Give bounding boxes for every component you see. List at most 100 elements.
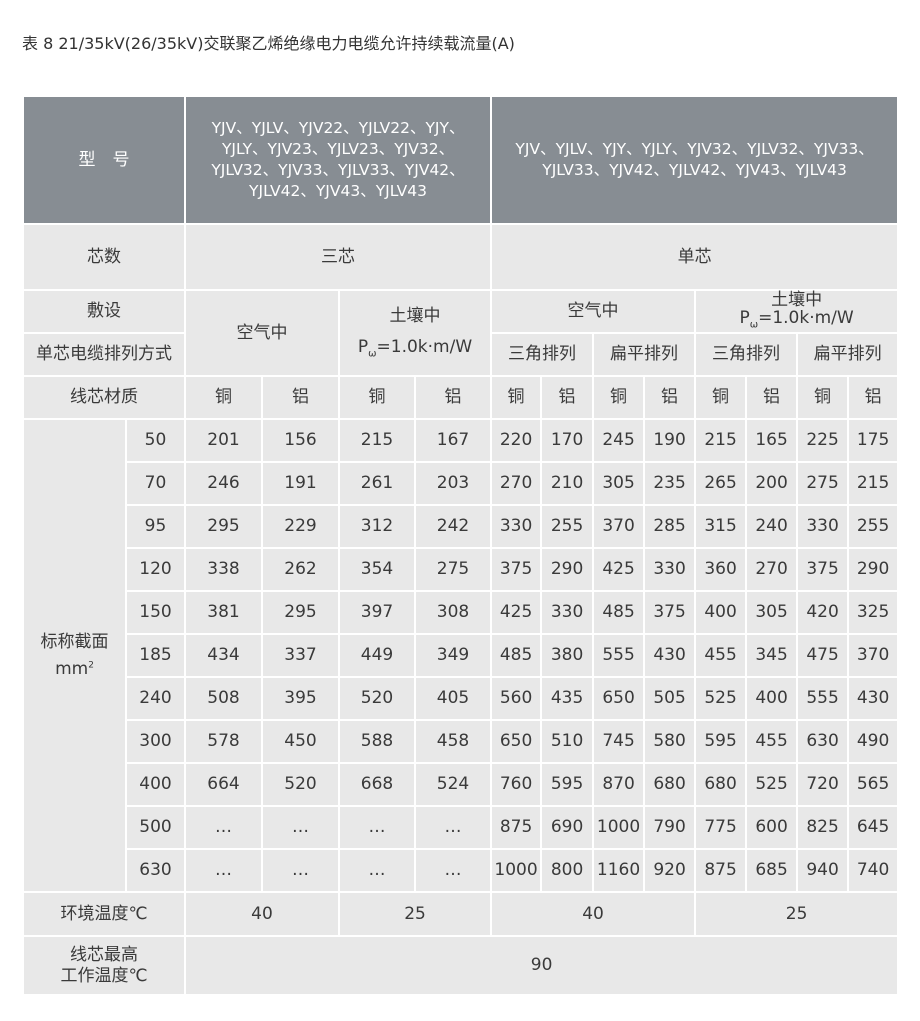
ampacity-value: 330 — [540, 590, 595, 635]
ampacity-value: 397 — [338, 590, 416, 635]
table-row: 120 338 262 354 275 375 290 425 330 360 270 375 290 — [23, 547, 900, 592]
soil-resistivity: Pω=1.0k·m/W — [696, 307, 897, 331]
ampacity-value: … — [338, 805, 416, 850]
table-row: 240 508 395 520 405 560 435 650 505 525 400 555 430 — [23, 676, 900, 721]
p-symbol: P — [357, 336, 369, 357]
ampacity-value: 262 — [261, 547, 340, 592]
ampacity-value: 485 — [592, 590, 646, 635]
arrangement-label: 单芯电缆排列方式 — [22, 332, 186, 377]
ampacity-value: 745 — [592, 719, 646, 764]
ampacity-value: 775 — [694, 805, 748, 850]
material-copper: 铜 — [490, 375, 543, 420]
ampacity-value: 870 — [592, 762, 646, 807]
ampacity-value: 680 — [694, 762, 748, 807]
ambient-temp-row: 环境温度℃ 40 25 40 25 — [22, 891, 900, 937]
ampacity-value: 375 — [490, 547, 543, 592]
three-core-air: 空气中 — [184, 289, 340, 377]
ampacity-value: 1160 — [592, 848, 646, 893]
ampacity-value: 455 — [694, 633, 748, 678]
ampacity-value: 458 — [413, 719, 493, 764]
table-row: 400 664 520 668 524 760 595 870 680 680 525 720 565 — [23, 762, 900, 807]
single-core-soil: 土壤中 Pω=1.0k·m/W — [694, 289, 900, 334]
max-temp-label-line1: 线芯最高 — [70, 945, 138, 966]
resistivity-value: =1.0k·m/W — [376, 336, 473, 357]
ampacity-value: 240 — [745, 504, 799, 549]
ampacity-value: 650 — [592, 676, 646, 721]
ampacity-value: 600 — [745, 805, 799, 850]
max-temp-label: 线芯最高 工作温度℃ — [22, 935, 186, 996]
ampacity-value: 220 — [490, 418, 543, 463]
ampacity-value: 920 — [643, 848, 697, 893]
ampacity-value: 940 — [796, 848, 850, 893]
flat-soil: 扁平排列 — [796, 332, 900, 377]
model-label: 型 号 — [22, 95, 186, 225]
material-copper: 铜 — [338, 375, 416, 420]
ampacity-value: 270 — [490, 461, 543, 506]
ampacity-value: 305 — [592, 461, 646, 506]
ambient-temp-value: 40 — [184, 891, 340, 937]
ampacity-value: 290 — [540, 547, 595, 592]
single-core-air: 空气中 — [490, 289, 697, 334]
ampacity-value: 434 — [184, 633, 263, 678]
ampacity-value: 215 — [694, 418, 748, 463]
ampacity-value: 215 — [338, 418, 416, 463]
max-temp-value: 90 — [183, 935, 900, 996]
ampacity-value: 325 — [847, 590, 900, 635]
ampacity-value: 380 — [540, 633, 595, 678]
ampacity-value: 312 — [338, 504, 416, 549]
ambient-temp-value: 25 — [694, 891, 900, 937]
ampacity-value: 200 — [745, 461, 799, 506]
ampacity-value: 560 — [490, 676, 543, 721]
ampacity-value: 449 — [338, 633, 416, 678]
ambient-temp-value: 25 — [337, 891, 493, 937]
ampacity-value: 375 — [796, 547, 850, 592]
ampacity-value: 245 — [592, 418, 646, 463]
laying-label: 敷设 — [22, 289, 186, 334]
ampacity-value: 524 — [413, 762, 493, 807]
ampacity-value: … — [413, 805, 493, 850]
ampacity-value: 156 — [261, 418, 340, 463]
ampacity-value: 275 — [413, 547, 493, 592]
ampacity-value: 875 — [490, 805, 543, 850]
ampacity-value: 435 — [540, 676, 595, 721]
ampacity-value: 650 — [490, 719, 543, 764]
table-row: 70 246 191 261 203 270 210 305 235 265 200 275 215 — [23, 461, 900, 506]
ambient-temp-label: 环境温度℃ — [22, 891, 186, 937]
ampacity-value: 305 — [745, 590, 799, 635]
cross-section-size: 300 — [125, 719, 186, 764]
ampacity-value: 235 — [643, 461, 697, 506]
ampacity-value: 201 — [184, 418, 263, 463]
table-caption: 表 8 21/35kV(26/35kV)交联聚乙烯绝缘电力电缆允许持续载流量(A… — [22, 34, 515, 53]
material-aluminum: 铝 — [540, 375, 595, 420]
table-row: 185 434 337 449 349 485 380 555 430 455 345 475 370 — [23, 633, 900, 678]
ampacity-value: 520 — [338, 676, 416, 721]
three-core-soil: 土壤中 Pω=1.0k·m/W — [337, 289, 493, 377]
single-core-models: YJV、YJLV、YJY、YJLY、YJV32、YJLV32、YJV33、YJL… — [490, 95, 900, 225]
ampacity-value: 165 — [745, 418, 799, 463]
soil-resistivity: Pω=1.0k·m/W — [340, 337, 490, 360]
ampacity-value: 210 — [540, 461, 595, 506]
flat-air: 扁平排列 — [592, 332, 697, 377]
ampacity-value: … — [184, 848, 263, 893]
resistivity-value: =1.0k·m/W — [758, 307, 854, 328]
max-temp-row: 线芯最高 工作温度℃ 90 — [22, 935, 900, 996]
material-label: 线芯材质 — [22, 375, 186, 420]
ampacity-value: 330 — [796, 504, 850, 549]
cross-section-size: 50 — [125, 418, 186, 463]
material-copper: 铜 — [184, 375, 263, 420]
ampacity-value: 400 — [745, 676, 799, 721]
ampacity-value: 505 — [643, 676, 697, 721]
single-core: 单芯 — [490, 223, 900, 291]
ampacity-value: 595 — [694, 719, 748, 764]
ampacity-value: 690 — [540, 805, 595, 850]
ampacity-value: 175 — [847, 418, 900, 463]
ampacity-value: 1000 — [490, 848, 543, 893]
ampacity-value: 265 — [694, 461, 748, 506]
ampacity-value: 190 — [643, 418, 697, 463]
ampacity-value: 167 — [413, 418, 493, 463]
ampacity-value: 345 — [745, 633, 799, 678]
section-unit: mm2 — [24, 659, 125, 679]
ampacity-value: 295 — [184, 504, 263, 549]
cross-section-size: 400 — [125, 762, 186, 807]
three-core-models: YJV、YJLV、YJV22、YJLV22、YJY、YJLY、YJV23、YJL… — [183, 95, 493, 225]
